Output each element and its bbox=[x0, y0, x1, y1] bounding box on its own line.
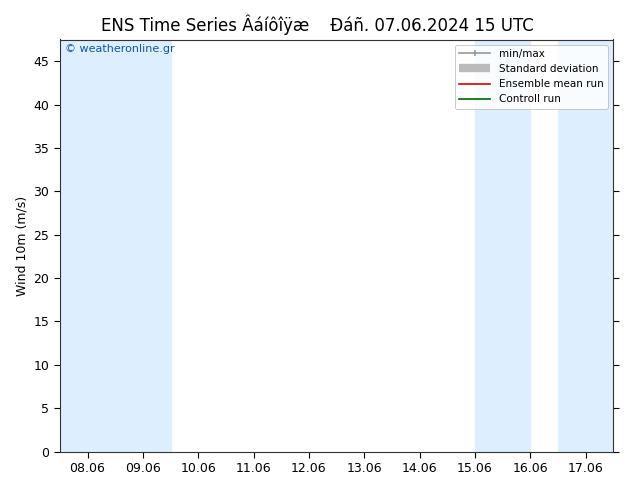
Text: © weatheronline.gr: © weatheronline.gr bbox=[65, 44, 175, 53]
Legend: min/max, Standard deviation, Ensemble mean run, Controll run: min/max, Standard deviation, Ensemble me… bbox=[455, 45, 607, 109]
Text: ENS Time Series Âáíôîÿæ    Đáñ. 07.06.2024 15 UTC: ENS Time Series Âáíôîÿæ Đáñ. 07.06.2024 … bbox=[101, 15, 533, 35]
Bar bbox=[115, 40, 171, 452]
Bar bbox=[475, 40, 531, 452]
Bar bbox=[60, 40, 115, 452]
Y-axis label: Wind 10m (m/s): Wind 10m (m/s) bbox=[15, 196, 28, 295]
Bar bbox=[558, 40, 614, 452]
